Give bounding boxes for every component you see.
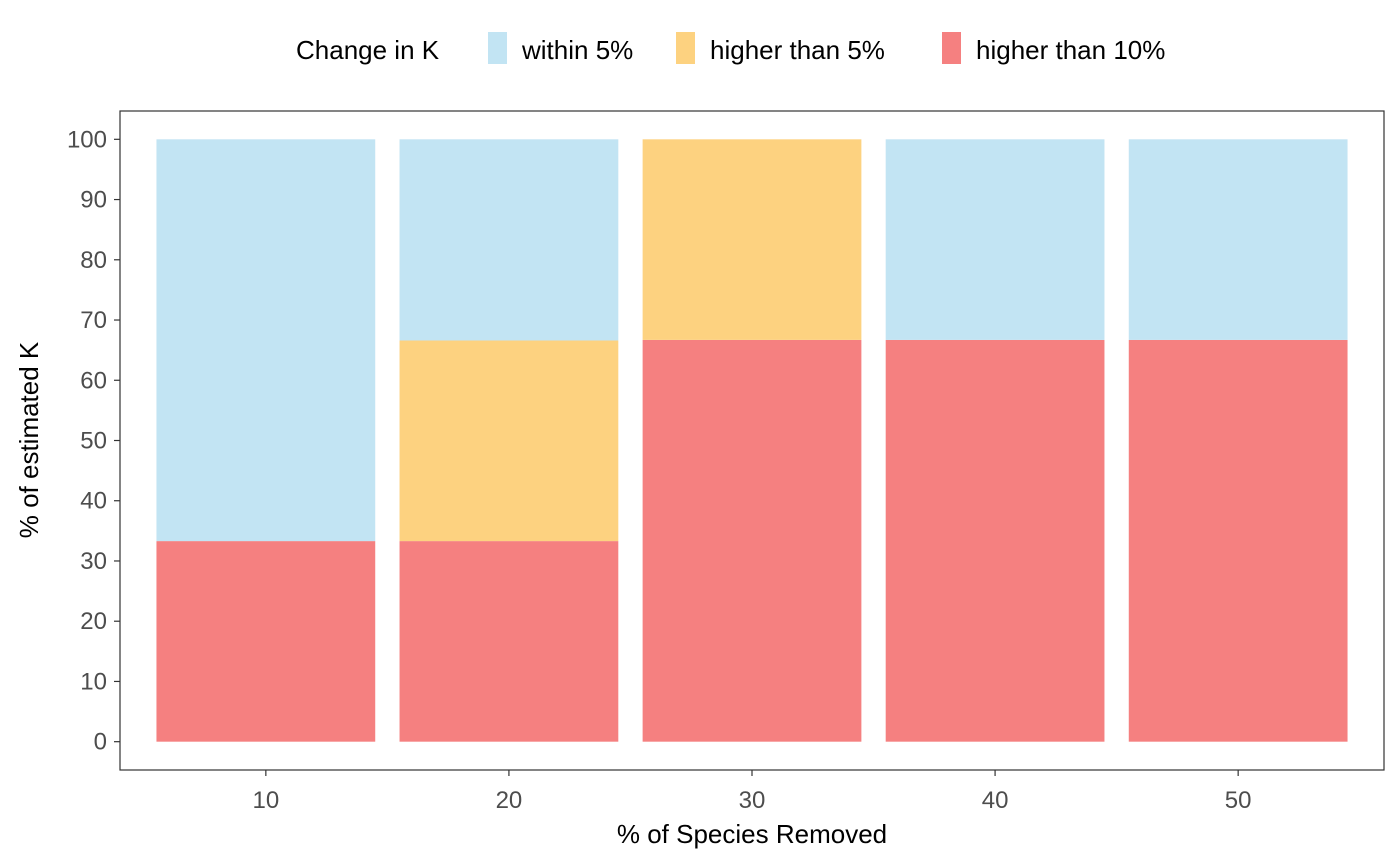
bar-20-series-2 bbox=[399, 139, 619, 341]
x-tick-label: 50 bbox=[1225, 787, 1252, 814]
x-tick-label: 10 bbox=[252, 787, 279, 814]
legend-label-within-5: within 5% bbox=[521, 35, 633, 65]
y-axis: 0 10 20 30 40 50 60 70 80 90 100 bbox=[67, 126, 120, 756]
y-tick-label: 50 bbox=[80, 428, 107, 455]
bar-50-series-0 bbox=[1128, 339, 1348, 742]
bar-10-series-0 bbox=[156, 541, 376, 742]
x-tick-label: 40 bbox=[982, 787, 1009, 814]
bar-30-series-1 bbox=[642, 139, 862, 340]
y-tick-label: 40 bbox=[80, 488, 107, 515]
bar-40-series-2 bbox=[885, 139, 1105, 340]
legend-key-within-5 bbox=[488, 32, 507, 64]
y-tick-label: 90 bbox=[80, 187, 107, 214]
legend: Change in K within 5% higher than 5% hig… bbox=[296, 32, 1165, 65]
y-tick-label: 20 bbox=[80, 608, 107, 635]
y-tick-label: 60 bbox=[80, 367, 107, 394]
x-tick-label: 20 bbox=[496, 787, 523, 814]
bar-30-series-0 bbox=[642, 339, 862, 742]
legend-label-higher-5: higher than 5% bbox=[710, 35, 885, 65]
legend-title: Change in K bbox=[296, 35, 440, 65]
y-axis-title: % of estimated K bbox=[14, 341, 44, 538]
y-tick-label: 80 bbox=[80, 247, 107, 274]
y-tick-label: 70 bbox=[80, 307, 107, 334]
y-tick-label: 100 bbox=[67, 126, 107, 153]
legend-key-higher-10 bbox=[942, 32, 961, 64]
y-tick-label: 0 bbox=[94, 729, 107, 756]
x-axis: 10 20 30 40 50 bbox=[252, 770, 1252, 814]
y-tick-label: 30 bbox=[80, 548, 107, 575]
bar-10-series-2 bbox=[156, 139, 376, 542]
bar-50-series-2 bbox=[1128, 139, 1348, 340]
bars-layer bbox=[156, 139, 1348, 742]
legend-label-higher-10: higher than 10% bbox=[976, 35, 1165, 65]
x-tick-label: 30 bbox=[739, 787, 766, 814]
x-axis-title: % of Species Removed bbox=[617, 819, 887, 849]
legend-key-higher-5 bbox=[676, 32, 695, 64]
y-tick-label: 10 bbox=[80, 668, 107, 695]
bar-40-series-0 bbox=[885, 339, 1105, 742]
bar-20-series-1 bbox=[399, 340, 619, 542]
bar-20-series-0 bbox=[399, 541, 619, 742]
